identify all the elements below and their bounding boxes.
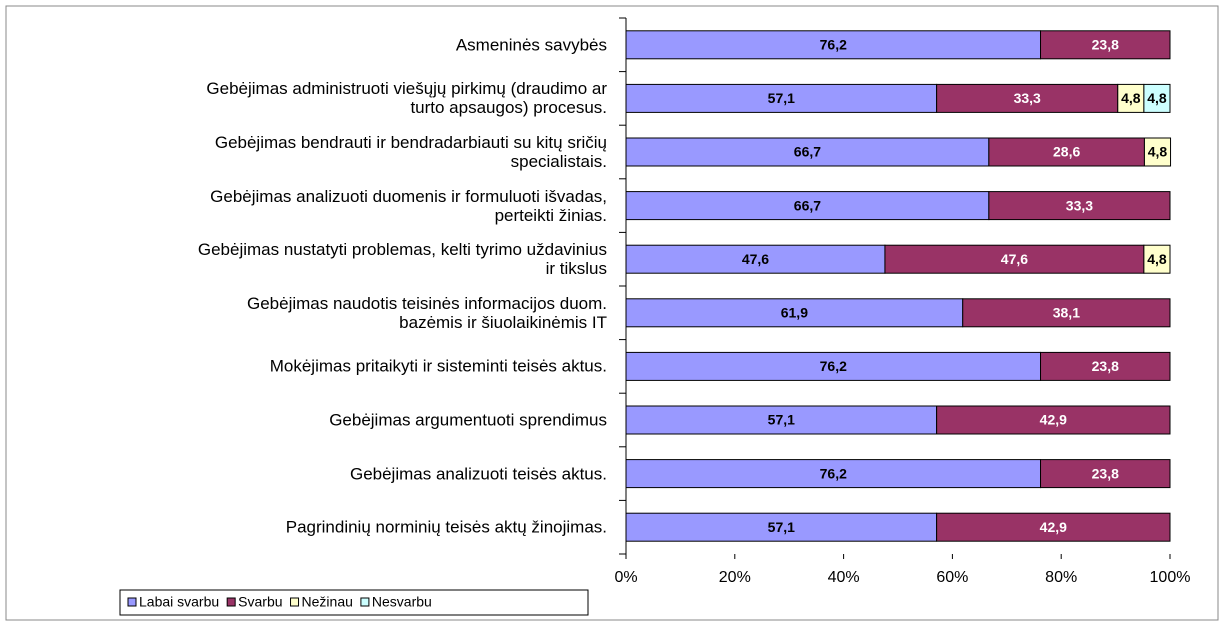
data-label: 76,2	[820, 37, 847, 53]
data-label: 23,8	[1092, 465, 1119, 481]
data-label: 47,6	[1001, 251, 1028, 267]
data-label: 76,2	[820, 465, 847, 481]
legend-swatch	[290, 597, 300, 607]
bar-segment	[625, 83, 938, 113]
bar-segment	[1040, 30, 1171, 60]
bar-segment	[988, 191, 1171, 221]
data-label: 61,9	[781, 305, 808, 321]
category-label: Mokėjimas pritaikyti ir sisteminti teisė…	[269, 356, 607, 376]
bar-segment	[625, 405, 938, 435]
legend-box	[119, 589, 589, 616]
bar-segment	[962, 298, 1171, 328]
data-label: 57,1	[768, 90, 795, 106]
bar-segment	[1143, 137, 1172, 167]
bar-segment	[1040, 459, 1171, 489]
x-tick-label: 60%	[936, 569, 968, 586]
data-label: 66,7	[794, 144, 821, 160]
data-label: 57,1	[768, 412, 795, 428]
data-label: 23,8	[1092, 358, 1119, 374]
data-label: 4,8	[1147, 90, 1167, 106]
data-label: 28,6	[1053, 144, 1080, 160]
data-label: 66,7	[794, 197, 821, 213]
data-label: 42,9	[1040, 412, 1067, 428]
bar-segment	[625, 244, 886, 274]
bar-segment	[1143, 83, 1171, 113]
data-label: 47,6	[742, 251, 769, 267]
legend-label: Svarbu	[238, 594, 282, 610]
data-label: 33,3	[1066, 197, 1093, 213]
category-label: Gebėjimas analizuoti duomenis ir formulu…	[210, 186, 607, 225]
x-tick-label: 80%	[1045, 569, 1077, 586]
data-label: 76,2	[820, 358, 847, 374]
legend-swatch	[360, 597, 370, 607]
x-tick-label: 0%	[614, 569, 637, 586]
legend-label: Labai svarbu	[139, 594, 219, 610]
data-label: 23,8	[1092, 37, 1119, 53]
category-label: Pagrindinių norminių teisės aktų žinojim…	[285, 517, 607, 537]
category-label: Gebėjimas analizuoti teisės aktus.	[349, 464, 607, 484]
data-label: 4,8	[1148, 144, 1168, 160]
data-label: 57,1	[768, 519, 795, 535]
data-label: 38,1	[1053, 305, 1080, 321]
bar-segment	[936, 83, 1119, 113]
data-label: 42,9	[1040, 519, 1067, 535]
category-label: Gebėjimas administruoti viešųjų pirkimų …	[206, 79, 607, 118]
bar-segment	[625, 137, 990, 167]
bar-segment	[936, 405, 1171, 435]
category-label: Gebėjimas bendrauti ir bendradarbiauti s…	[214, 133, 607, 171]
bar-segment	[625, 512, 938, 542]
data-label: 4,8	[1121, 90, 1141, 106]
bar-segment	[625, 459, 1042, 489]
legend-label: Nesvarbu	[372, 594, 432, 610]
bar-segment	[884, 244, 1145, 274]
bar-segment	[625, 30, 1042, 60]
category-label: Gebėjimas nustatyti problemas, kelti tyr…	[197, 240, 607, 279]
category-label: Gebėjimas naudotis teisinės informacijos…	[246, 293, 607, 332]
bar-segment	[1117, 83, 1145, 113]
category-label: Asmeninės savybės	[455, 35, 607, 55]
bar-segment	[625, 351, 1042, 381]
x-tick-label: 20%	[719, 569, 751, 586]
category-label: Gebėjimas argumentuoti sprendimus	[329, 410, 607, 430]
data-label: 4,8	[1147, 251, 1167, 267]
bar-segment	[936, 512, 1171, 542]
bar-segment	[988, 137, 1145, 167]
bar-segment	[1040, 351, 1171, 381]
legend-swatch	[127, 597, 137, 607]
legend-label: Nežinau	[302, 594, 353, 610]
x-tick-label: 100%	[1150, 569, 1191, 586]
bar-segment	[1143, 244, 1171, 274]
legend-swatch	[226, 597, 236, 607]
x-tick-label: 40%	[828, 569, 860, 586]
data-label: 33,3	[1014, 90, 1041, 106]
bar-segment	[625, 191, 990, 221]
